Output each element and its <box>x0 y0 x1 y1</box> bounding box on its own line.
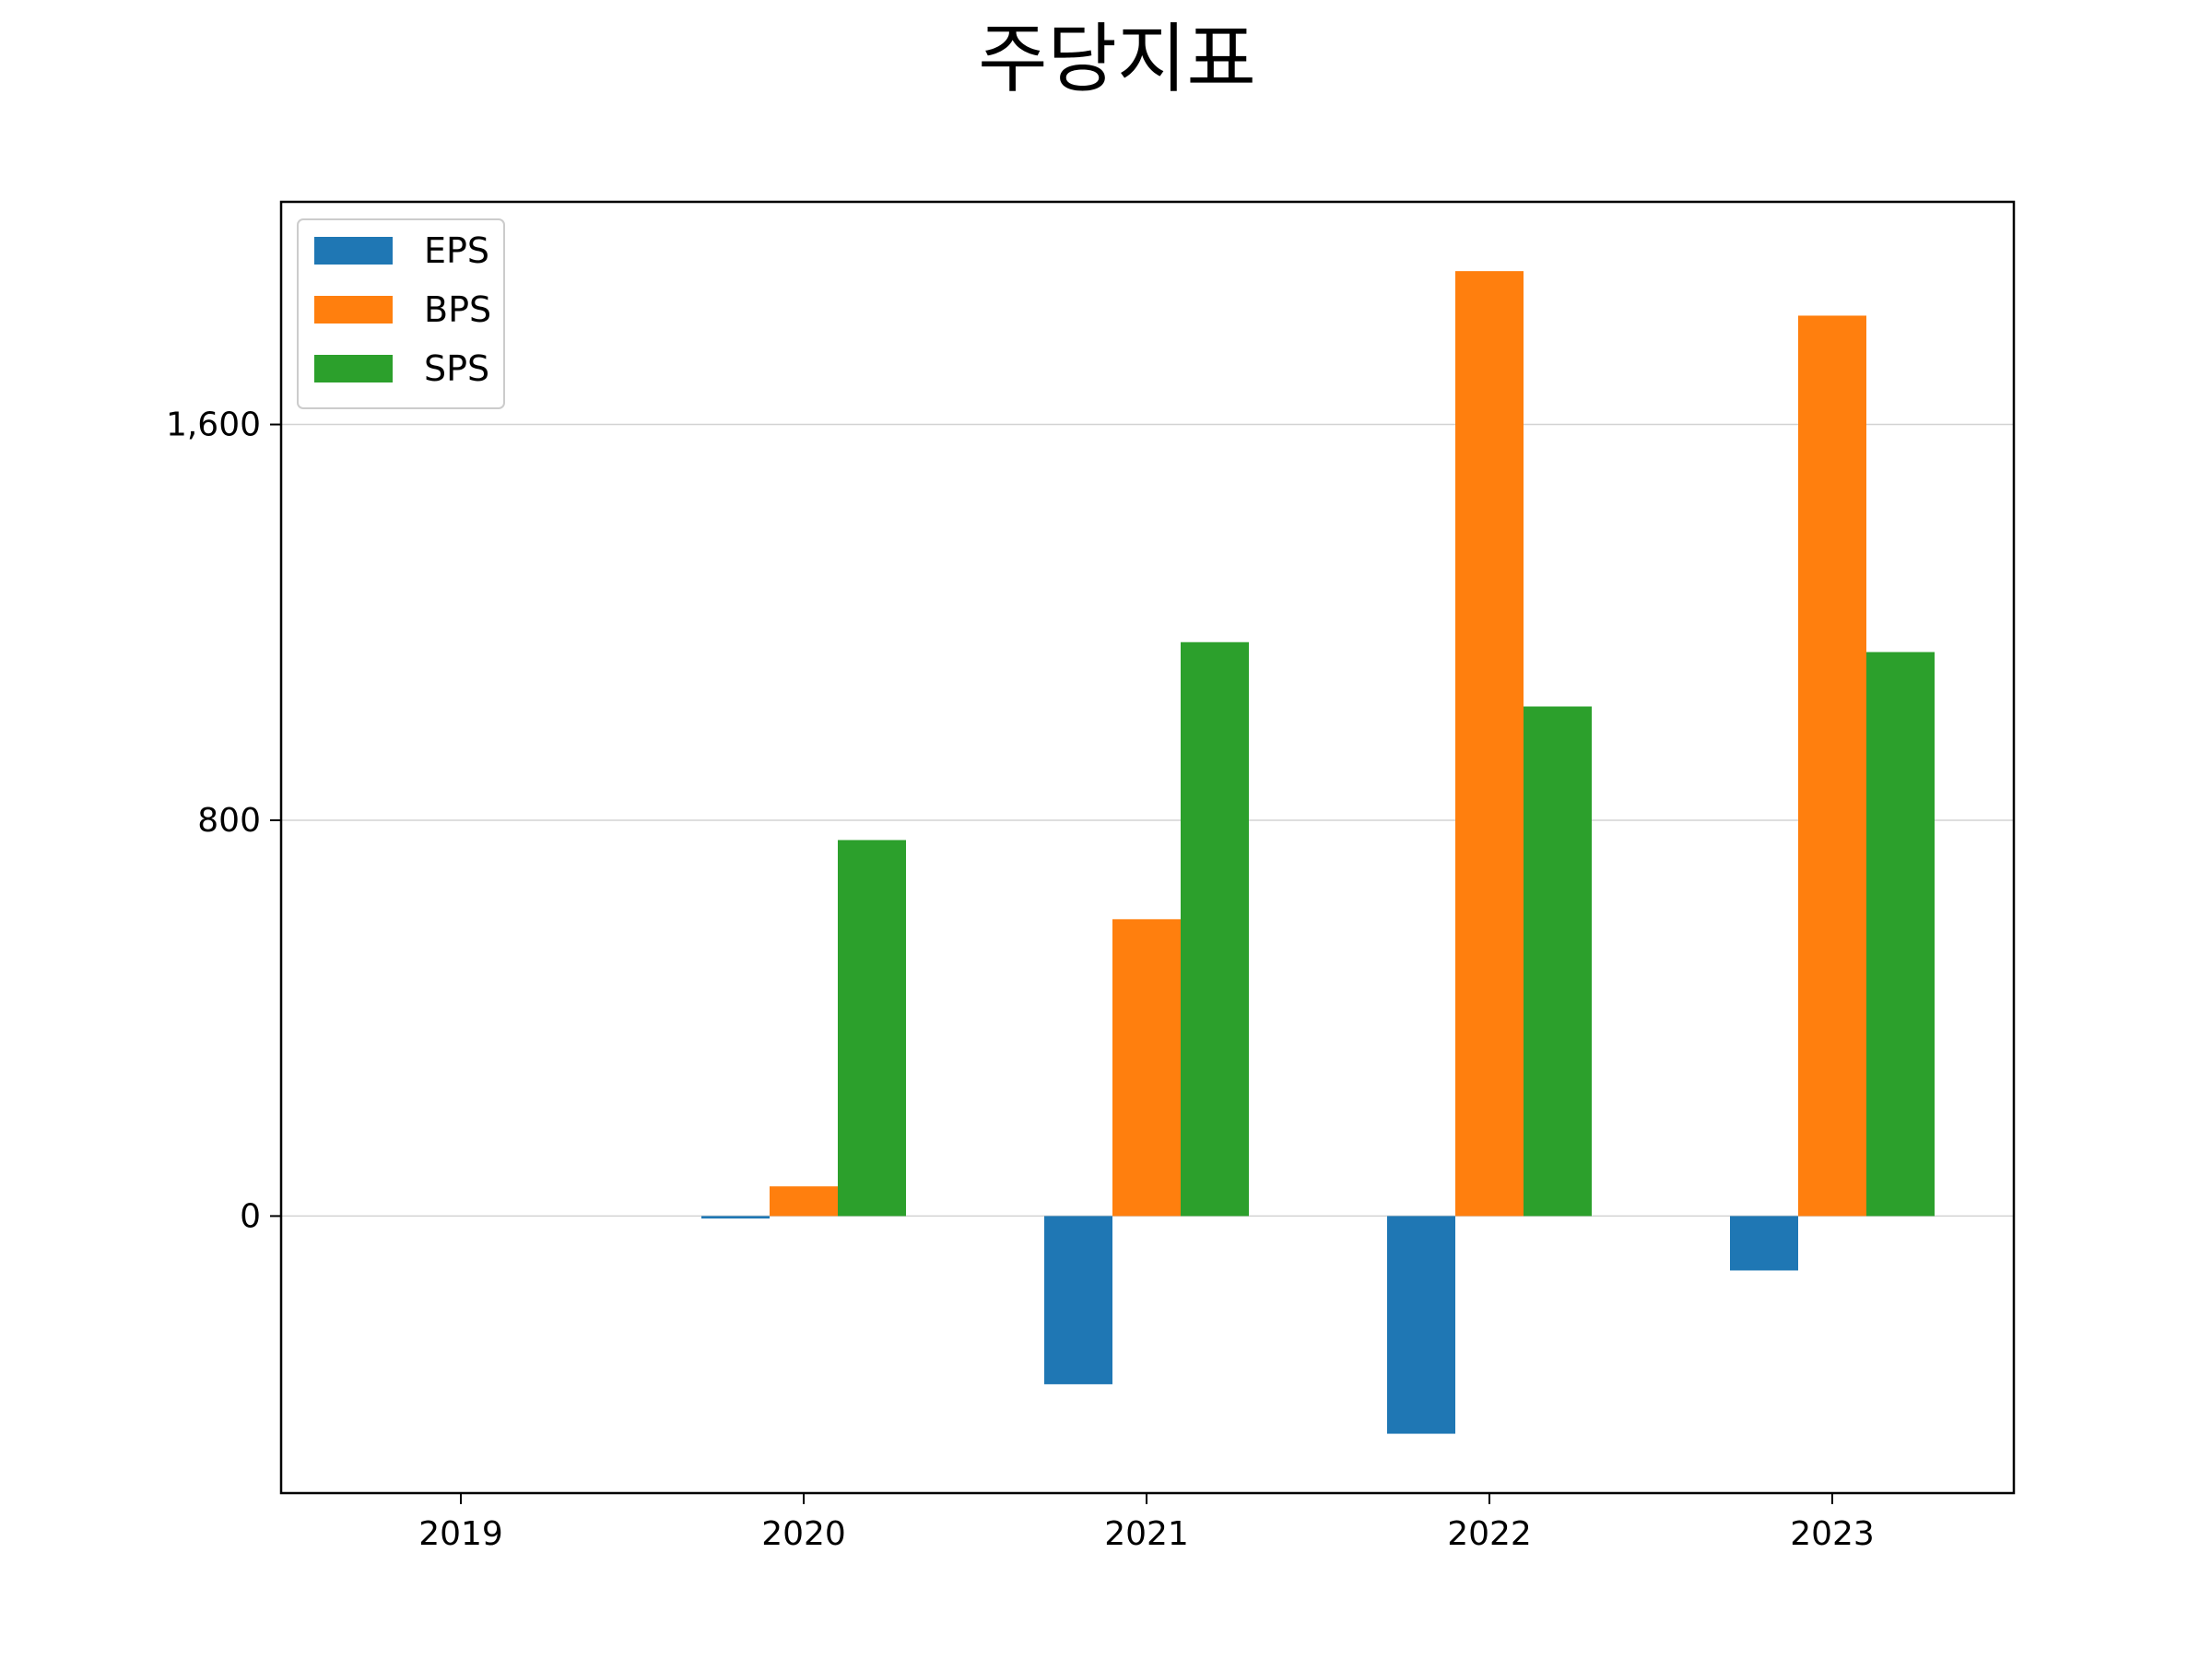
bar-sps-2021 <box>1181 641 1249 1217</box>
bar-sps-2023 <box>1866 652 1935 1217</box>
bar-eps-2022 <box>1387 1216 1455 1434</box>
bar-eps-2023 <box>1730 1216 1798 1271</box>
bar-eps-2021 <box>1044 1216 1112 1384</box>
x-tick-label: 2023 <box>1790 1515 1875 1553</box>
x-axis: 2019 2020 2021 2022 2023 <box>418 1493 1875 1553</box>
y-tick-label: 1,600 <box>166 406 261 444</box>
x-tick-label: 2019 <box>418 1515 503 1553</box>
bar-bps-2022 <box>1455 271 1524 1217</box>
legend: EPS BPS SPS <box>297 218 505 409</box>
bar-bps-2020 <box>770 1186 838 1217</box>
x-tick-label: 2022 <box>1447 1515 1532 1553</box>
y-tick-label: 800 <box>197 802 261 840</box>
legend-swatch-eps <box>314 237 393 265</box>
chart-title: 주당지표 <box>978 16 1256 103</box>
legend-label-bps: BPS <box>424 289 491 330</box>
x-tick-label: 2020 <box>761 1515 846 1553</box>
plot-frame <box>279 200 2016 1495</box>
legend-swatch-bps <box>314 296 393 324</box>
bar-bps-2021 <box>1112 919 1181 1217</box>
legend-swatch-sps <box>314 355 393 382</box>
y-axis: 0 800 1,600 <box>166 406 281 1235</box>
bar-bps-2023 <box>1798 315 1866 1217</box>
bar-sps-2022 <box>1524 706 1592 1217</box>
bars <box>701 271 1935 1434</box>
y-tick-label: 0 <box>240 1197 261 1235</box>
x-tick-label: 2021 <box>1104 1515 1189 1553</box>
legend-label-sps: SPS <box>424 348 489 389</box>
bar-sps-2020 <box>838 840 906 1217</box>
legend-label-eps: EPS <box>424 230 489 271</box>
bar-eps-2020 <box>701 1216 770 1219</box>
